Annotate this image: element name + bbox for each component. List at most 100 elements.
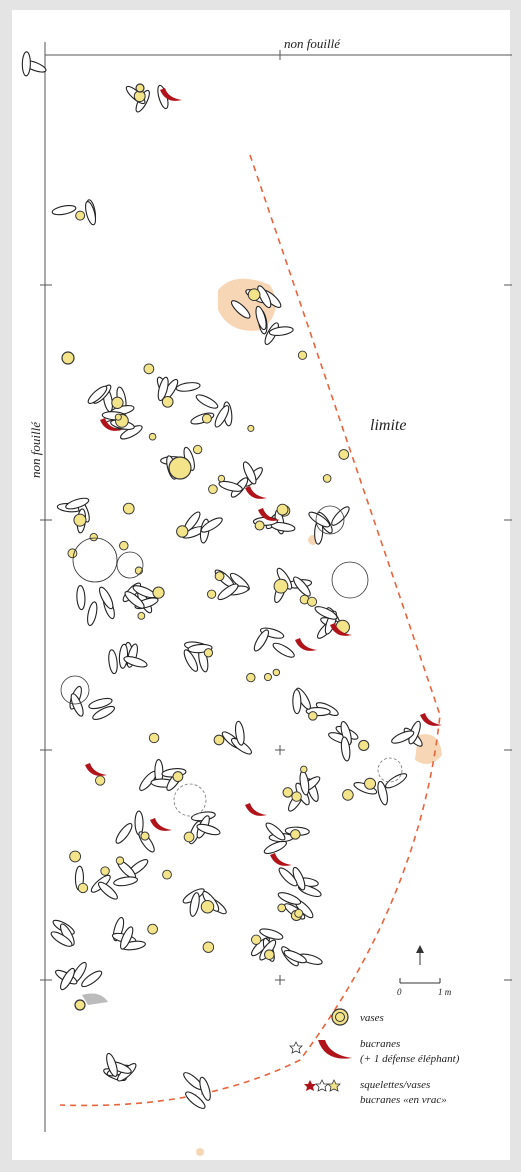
pit-dashed [173,783,207,817]
vase [254,520,265,531]
skeleton [255,305,267,331]
pit [72,537,118,583]
bucrane [330,623,352,636]
skeleton [123,656,148,668]
vase [119,540,129,551]
skeleton [242,461,257,485]
vase [73,513,87,527]
vase [61,351,75,365]
skeleton [331,506,350,526]
bucrane [245,486,267,499]
vase [168,456,192,480]
limit-line [59,154,441,1107]
bucrane [160,88,182,101]
vase [272,668,281,677]
vase [77,882,89,894]
legend-label: vases [360,1012,384,1024]
skeleton [85,200,97,226]
pit-dashed [377,757,403,783]
skeleton [272,642,295,658]
vase [200,899,215,914]
burials [21,51,442,1109]
bucrane [245,803,267,816]
legend-note: (+ 1 défense éléphant) [360,1053,460,1065]
vase [89,532,98,542]
legend-vase [331,1008,349,1026]
legend: vases bucranes (+ 1 défense éléphant) sq… [289,1008,460,1106]
vase [217,474,226,483]
skeleton [230,300,251,319]
skeleton [108,649,118,675]
skeleton [277,892,302,905]
skeleton [50,931,73,947]
vase [122,502,135,515]
skeleton [292,689,302,715]
skeleton [265,822,286,841]
skeleton [340,736,351,762]
top-label: non fouillé [284,36,341,51]
skeleton [377,780,388,806]
vase [290,829,301,840]
vase [364,777,377,790]
skeleton [76,585,86,611]
scale-end: 1 m [438,987,452,997]
patch [196,1148,204,1156]
skeleton [113,876,139,887]
vase [247,424,255,432]
skeleton [259,928,284,940]
skeleton [70,693,84,717]
skeleton [214,405,230,428]
vase [202,941,215,953]
legend-star [315,1079,329,1092]
vase [208,484,218,495]
skeleton [115,822,133,844]
vase [111,396,124,409]
skeleton [189,892,200,917]
skeleton [51,205,77,216]
vase [201,413,212,424]
vase [140,831,150,841]
skeleton [196,823,221,836]
vase [172,771,184,782]
skeleton [185,1091,206,1109]
frame [40,42,512,1132]
vase [297,350,308,360]
skeleton [87,385,108,404]
vase [203,648,214,658]
map-panel [12,10,510,1160]
vase [176,525,189,538]
vase [214,571,225,582]
vase [358,739,370,752]
skeleton [195,394,219,409]
vase [114,413,122,421]
vase [247,288,261,302]
vase [246,672,256,683]
left-label: non fouillé [28,421,43,478]
vase [183,831,195,843]
skeleton [97,881,118,900]
pit [60,675,90,705]
skeleton [200,517,223,533]
vase [147,923,158,935]
legend-star [304,1080,316,1091]
skeleton [253,629,270,652]
legend-star [289,1041,303,1054]
vase [95,775,106,786]
scale-start: 0 [397,987,402,997]
skeleton [278,867,298,887]
skeleton [199,1076,211,1101]
vase [264,949,275,960]
skeleton [314,606,338,620]
vase [207,589,217,599]
skeleton [88,697,113,710]
skeleton [391,730,415,744]
vase [137,612,146,620]
vase [308,711,318,721]
skeleton [308,511,331,528]
skeleton [120,926,134,950]
skeleton [175,382,201,392]
vase [143,363,155,375]
skeleton [65,497,90,510]
